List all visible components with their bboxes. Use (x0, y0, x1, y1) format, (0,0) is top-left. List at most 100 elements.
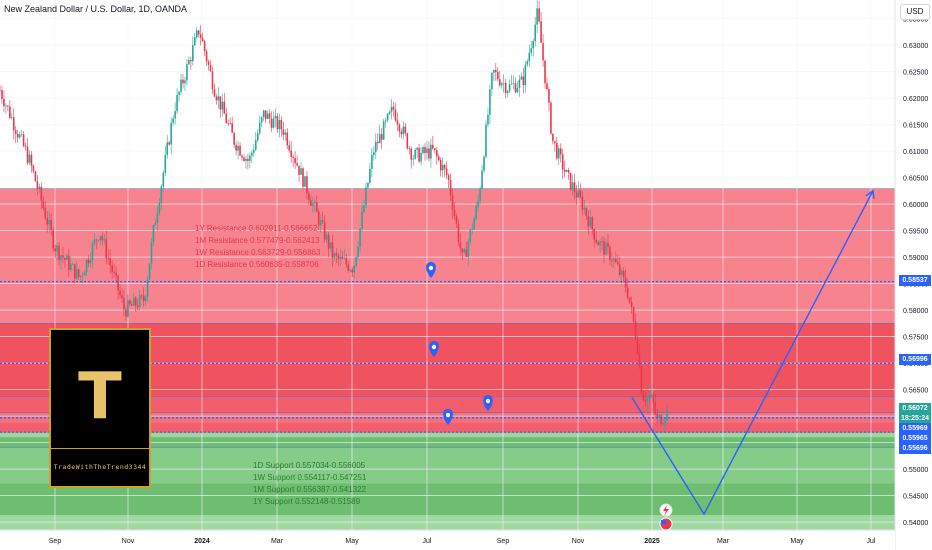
candle (532, 41, 535, 49)
candle (276, 115, 279, 130)
candle (435, 150, 438, 157)
candle (217, 96, 220, 101)
candle (573, 182, 576, 193)
candle (11, 117, 13, 119)
candle (367, 182, 369, 188)
candle (62, 255, 64, 258)
candle (36, 181, 39, 189)
candle (550, 102, 552, 134)
candle (483, 156, 485, 171)
candle (203, 41, 206, 52)
candle (595, 239, 597, 243)
candle (48, 220, 50, 225)
currency-button[interactable]: USD (900, 4, 930, 20)
candle (89, 260, 92, 264)
candle (477, 201, 479, 207)
candle (174, 111, 176, 119)
candle (540, 21, 542, 43)
candle (292, 156, 294, 158)
time-axis[interactable]: Sep Nov 2024 Mar May Jul Sep Nov 2025 Mar May Jul (0, 529, 895, 550)
candle (349, 270, 352, 271)
candle (308, 193, 310, 201)
projection-arrowhead (865, 189, 875, 199)
candle (272, 118, 275, 128)
candle (473, 218, 475, 230)
location-marker-dot (445, 412, 451, 418)
candle (117, 275, 119, 291)
candle (268, 113, 271, 119)
candle (414, 149, 416, 159)
candle (475, 206, 477, 219)
candle (664, 420, 666, 424)
candle (384, 120, 387, 122)
candle (353, 265, 355, 273)
candle (231, 123, 233, 133)
candle (233, 132, 235, 145)
candle (16, 133, 19, 138)
candle (585, 208, 588, 217)
x-tick-label: May (345, 538, 359, 545)
candle (538, 8, 540, 22)
candle (0, 90, 1, 91)
support-label: 1W Support 0.554117-0.547251 (253, 473, 367, 482)
candle (390, 106, 393, 112)
candle (30, 154, 33, 166)
candle (249, 155, 251, 161)
candle (306, 176, 308, 194)
projection-path (631, 190, 874, 516)
candle (546, 83, 548, 90)
candle (603, 241, 605, 255)
x-tick-label: Jul (423, 538, 432, 545)
candle (219, 96, 222, 110)
candle (317, 211, 320, 226)
candle (571, 182, 574, 190)
candle (495, 69, 497, 72)
candle (227, 123, 230, 124)
candle (642, 393, 645, 401)
price-tag: 0.58537 (899, 275, 931, 286)
y-tick-label: 0.63000 (903, 43, 928, 50)
candle (656, 413, 658, 419)
projection-layer (631, 189, 875, 516)
logo-letter: T (78, 360, 122, 434)
candle (485, 124, 487, 157)
candle (22, 134, 25, 146)
candle (557, 148, 560, 159)
candle (162, 172, 165, 187)
candle (357, 246, 359, 257)
candle (321, 220, 324, 222)
candle (467, 241, 470, 257)
candle (461, 248, 464, 253)
candle (223, 101, 226, 114)
candle (1, 90, 3, 99)
candle (624, 277, 627, 288)
candle (654, 402, 656, 414)
candle (115, 272, 117, 276)
candle (253, 149, 255, 153)
candle (286, 132, 289, 146)
candle (40, 186, 43, 201)
candle (465, 249, 468, 257)
candle (87, 259, 90, 264)
candle (44, 208, 47, 219)
candle (412, 158, 414, 160)
candle (93, 239, 96, 244)
candle (437, 156, 440, 161)
candle (522, 76, 525, 86)
support-label: 1M Support 0.556387-0.541322 (253, 485, 366, 494)
candle (426, 148, 428, 154)
candle (195, 30, 198, 38)
resistance-label: 1W Resistance 0.563729-0.556863 (195, 248, 321, 257)
location-marker-dot (431, 344, 437, 350)
candle (504, 82, 507, 94)
candle (396, 120, 399, 125)
candle (337, 255, 340, 259)
candle (498, 79, 501, 86)
candle (365, 187, 367, 206)
candle (103, 239, 106, 241)
candle (591, 217, 594, 230)
location-marker-dot (428, 265, 434, 271)
candle (496, 71, 499, 80)
candle (469, 229, 472, 242)
candles-layer (0, 0, 668, 431)
